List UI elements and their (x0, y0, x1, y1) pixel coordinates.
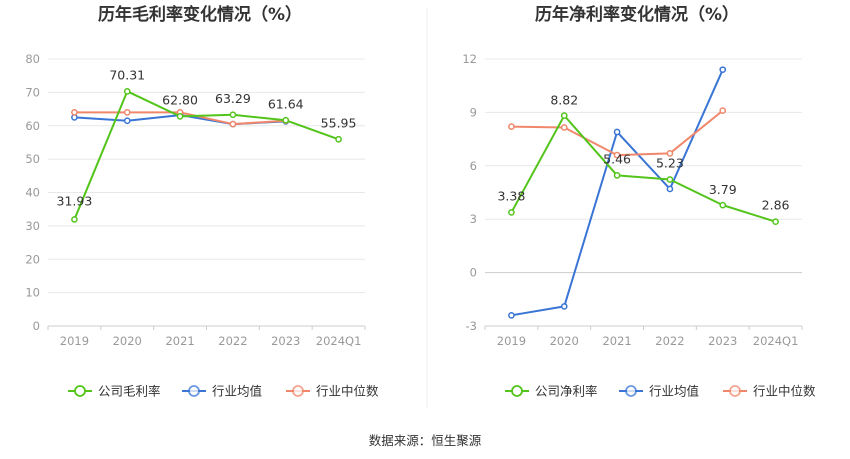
data-label: 3.38 (497, 188, 525, 203)
chart-title: 历年净利率变化情况（%） (535, 4, 739, 25)
legend-label: 行业均值 (649, 384, 699, 399)
legend-label: 行业中位数 (753, 384, 816, 399)
x-tick-label: 2022 (218, 334, 247, 348)
data-point (71, 109, 78, 116)
y-tick-label: 30 (25, 219, 40, 233)
data-point (560, 303, 568, 310)
data-point (719, 107, 727, 114)
y-tick-label: 10 (25, 286, 40, 300)
data-point (719, 201, 727, 209)
data-label: 62.80 (162, 92, 198, 107)
data-label: 5.23 (656, 156, 684, 171)
data-point (666, 149, 674, 157)
legend-marker (292, 385, 304, 397)
y-tick-label: 20 (25, 252, 40, 266)
data-point (560, 124, 568, 131)
data-point (719, 66, 727, 74)
data-source-note: 数据来源：恒生聚源 (368, 433, 482, 448)
series-line (510, 114, 776, 223)
chart-panel-1: 历年毛利率变化情况（%） 0 10 20 30 40 50 60 70 80 2019 2020 202… (25, 4, 379, 399)
data-point (123, 87, 131, 95)
chart-title: 历年毛利率变化情况（%） (98, 4, 302, 25)
legend-item: 公司毛利率 (68, 384, 161, 399)
legend-marker (188, 385, 200, 397)
data-label: 5.46 (603, 151, 631, 166)
x-tick-label: 2020 (113, 334, 142, 348)
legend-label: 行业中位数 (316, 384, 379, 399)
y-tick-label: 50 (25, 152, 40, 166)
data-point (613, 151, 621, 159)
legend-item: 公司净利率 (505, 384, 598, 399)
data-label: 61.64 (268, 96, 304, 111)
legend-marker (729, 385, 741, 397)
x-tick-label: 2019 (60, 334, 89, 348)
data-point (613, 172, 621, 179)
chart-panel-2: 历年净利率变化情况（%） -3 0 3 6 9 12 2019 2020 2021 2022 2023… (462, 4, 816, 399)
x-tick-label: 2024Q1 (316, 334, 362, 348)
data-point (666, 176, 674, 183)
y-tick-label: 9 (470, 105, 477, 119)
data-label: 63.29 (215, 91, 251, 106)
data-point (508, 209, 515, 216)
y-tick-label: 80 (25, 52, 40, 66)
y-tick-label: 70 (25, 85, 40, 99)
x-tick-label: 2023 (271, 334, 300, 348)
data-label: 3.79 (709, 182, 737, 197)
data-point (508, 123, 515, 130)
y-tick-label: 0 (470, 266, 477, 280)
x-tick-label: 2020 (550, 334, 579, 348)
data-point (508, 311, 515, 319)
legend-label: 行业均值 (212, 384, 262, 399)
legend-marker (511, 385, 523, 397)
x-tick-label: 2021 (602, 334, 631, 348)
data-point (560, 112, 568, 119)
y-tick-label: 12 (462, 52, 477, 66)
y-tick-label: 6 (470, 159, 477, 173)
data-point (613, 128, 621, 136)
y-tick-label: -3 (466, 319, 477, 333)
data-point (123, 117, 131, 125)
data-point (666, 185, 674, 193)
y-tick-label: 3 (470, 212, 477, 226)
legend-marker (625, 385, 637, 397)
data-point (229, 111, 237, 119)
data-label: 31.93 (57, 193, 93, 208)
x-tick-label: 2022 (655, 334, 684, 348)
data-label: 70.31 (109, 67, 145, 82)
x-tick-label: 2023 (708, 334, 737, 348)
y-tick-label: 40 (25, 186, 40, 200)
legend-item: 行业中位数 (286, 384, 379, 399)
data-point (772, 218, 779, 226)
y-tick-label: 60 (25, 119, 40, 133)
series-line (73, 90, 339, 220)
data-label: 55.95 (321, 115, 357, 130)
y-tick-label: 0 (33, 319, 40, 333)
legend-item: 行业均值 (182, 384, 262, 399)
data-point (282, 116, 290, 124)
series-line (511, 69, 724, 317)
data-point (229, 120, 237, 128)
x-tick-label: 2019 (497, 334, 526, 348)
legend-item: 行业均值 (619, 384, 699, 399)
x-tick-label: 2024Q1 (753, 334, 799, 348)
data-label: 8.82 (550, 93, 578, 108)
data-point (335, 135, 342, 143)
legend-item: 行业中位数 (723, 384, 816, 399)
data-point (123, 109, 131, 116)
data-label: 2.86 (762, 198, 790, 213)
x-tick-label: 2021 (165, 334, 194, 348)
data-point (176, 113, 184, 120)
legend-label: 公司净利率 (535, 384, 598, 399)
legend-marker (74, 385, 86, 397)
data-point (71, 216, 78, 223)
legend-label: 公司毛利率 (98, 384, 161, 399)
